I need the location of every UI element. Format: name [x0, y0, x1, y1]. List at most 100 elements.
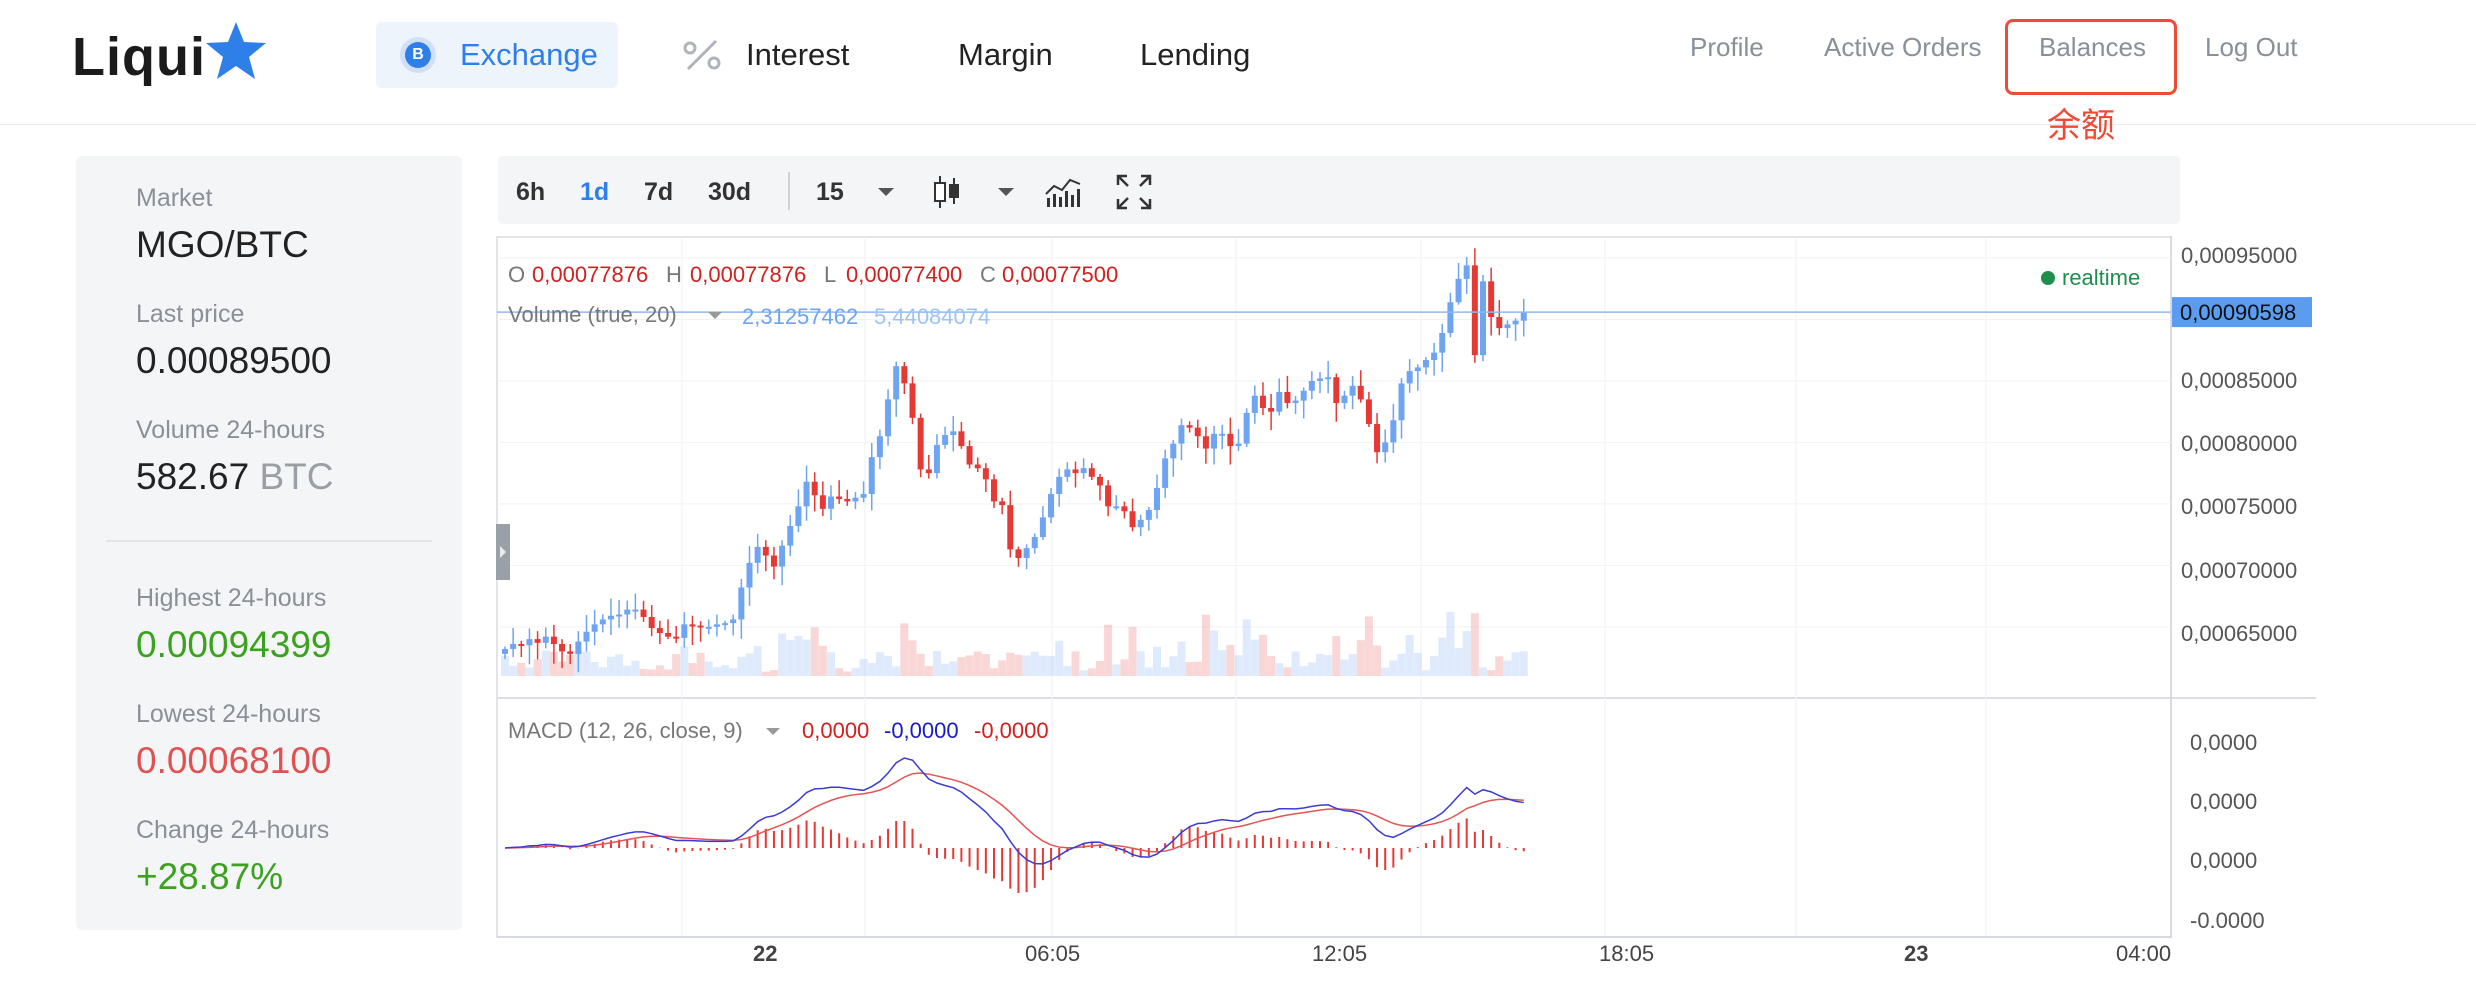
candle-body [901, 366, 908, 384]
nav-active-orders[interactable]: Active Orders [1824, 32, 1982, 62]
candle-body [942, 435, 949, 445]
price-axis-labels: 0,00095000 0,00085000 0,00080000 0,00075… [2181, 243, 2297, 646]
volume-bar [696, 652, 705, 676]
toolbar-divider [788, 172, 790, 210]
nav-logout[interactable]: Log Out [2205, 32, 2298, 62]
range-7d[interactable]: 7d [644, 178, 674, 206]
realtime-indicator: realtime [2041, 265, 2140, 290]
interval-chevron-down-icon[interactable] [876, 186, 896, 198]
price-chart[interactable]: 0,00090598 O 0,00077876 H 0,00077876 L 0… [496, 236, 2316, 976]
chart-type-chevron-down-icon[interactable] [996, 186, 1016, 198]
volume-bar [1462, 630, 1471, 676]
candlesticks[interactable] [502, 248, 1527, 673]
macd-value-3: -0,0000 [974, 718, 1049, 743]
volume-bar [721, 665, 730, 676]
volume-bar [558, 661, 567, 676]
fullscreen-icon[interactable] [1116, 174, 1152, 210]
volume-bar [1258, 634, 1267, 676]
candle-body [1333, 377, 1340, 404]
volume-bar [1291, 651, 1300, 676]
ohlc-l-label: L [824, 262, 836, 287]
candle-body [1137, 519, 1144, 528]
nav-profile[interactable]: Profile [1690, 32, 1764, 62]
market-info-panel: Market MGO/BTC Last price 0.00089500 Vol… [76, 156, 462, 930]
volume-bar [1438, 637, 1447, 676]
candle-body [795, 506, 802, 527]
logo-text[interactable]: Liqui [72, 27, 206, 87]
macd-y-tick-2: 0,0000 [2190, 848, 2257, 873]
volume-bar [598, 667, 607, 676]
volume-value: 582.67 [136, 456, 250, 497]
volume-bar [1038, 655, 1047, 676]
interval-select[interactable]: 15 [816, 178, 844, 206]
candle-body [762, 546, 769, 556]
candle-body [616, 614, 623, 617]
candle-body [958, 431, 965, 447]
volume-bar [1479, 667, 1487, 676]
candle-body [876, 436, 883, 458]
candle-body [1374, 423, 1381, 453]
candle-body [885, 399, 892, 437]
candle-body [542, 636, 549, 643]
candle-body [787, 526, 794, 546]
volume-bar [631, 660, 640, 676]
volume-bar [1087, 668, 1096, 676]
volume-bar [501, 656, 509, 676]
range-1d[interactable]: 1d [580, 178, 610, 206]
candle-body [1251, 395, 1258, 413]
candle-body [1308, 380, 1315, 391]
macd-y-tick-3: -0.0000 [2190, 908, 2265, 933]
candle-body [1455, 278, 1462, 303]
volume-bar [1153, 646, 1161, 676]
candle-body [518, 644, 525, 647]
candle-body [599, 619, 606, 625]
volume-bar [1307, 662, 1316, 676]
volume-bar [1511, 652, 1520, 676]
candle-body [1431, 352, 1438, 361]
volume-bar [647, 669, 656, 676]
candle-body [1414, 367, 1421, 372]
candle-body [811, 481, 818, 496]
ohlc-high: 0,00077876 [690, 262, 806, 287]
range-6h[interactable]: 6h [516, 178, 546, 206]
candle-body [1447, 302, 1454, 333]
indicators-icon[interactable] [1044, 174, 1082, 208]
nav-balances[interactable]: Balances [2039, 32, 2146, 62]
volume-bar [1316, 654, 1324, 676]
candle-body [1219, 433, 1226, 436]
percent-icon [683, 39, 721, 71]
volume-bar [924, 665, 933, 676]
chart-frame [496, 236, 2172, 938]
volume-bar [761, 671, 770, 676]
ohlc-low: 0,00077400 [846, 262, 962, 287]
nav-lending[interactable]: Lending [1140, 22, 1250, 88]
volume-bar [892, 666, 901, 676]
candle-body [770, 555, 777, 567]
volume-bar [1112, 664, 1121, 676]
candlestick-icon[interactable] [932, 174, 962, 210]
candle-body [1325, 377, 1332, 380]
candle-body [1512, 320, 1519, 325]
nav-margin[interactable]: Margin [958, 22, 1053, 88]
candle-body [583, 631, 590, 642]
volume-bar [867, 662, 876, 676]
y-tick-2: 0,00085000 [2181, 368, 2297, 393]
candle-body [1284, 391, 1291, 404]
nav-exchange[interactable]: B Exchange [376, 22, 618, 88]
volume-bar [1177, 641, 1186, 676]
candle-body [738, 587, 745, 620]
candle-body [1194, 427, 1201, 437]
volume-bar [1267, 655, 1276, 676]
volume-bar [1389, 660, 1398, 676]
volume-bar [606, 656, 615, 676]
candle-body [624, 609, 631, 615]
volume-bar [859, 658, 868, 676]
nav-interest[interactable]: Interest [682, 22, 849, 88]
volume-bar [737, 656, 746, 676]
candle-body [1480, 281, 1486, 356]
volume-legend: Volume (true, 20) 2,31257462 5,44084074 [508, 302, 990, 329]
range-30d[interactable]: 30d [708, 178, 752, 206]
candle-body [1048, 494, 1055, 518]
volume-bar [1136, 651, 1145, 676]
candle-body [1471, 265, 1478, 356]
